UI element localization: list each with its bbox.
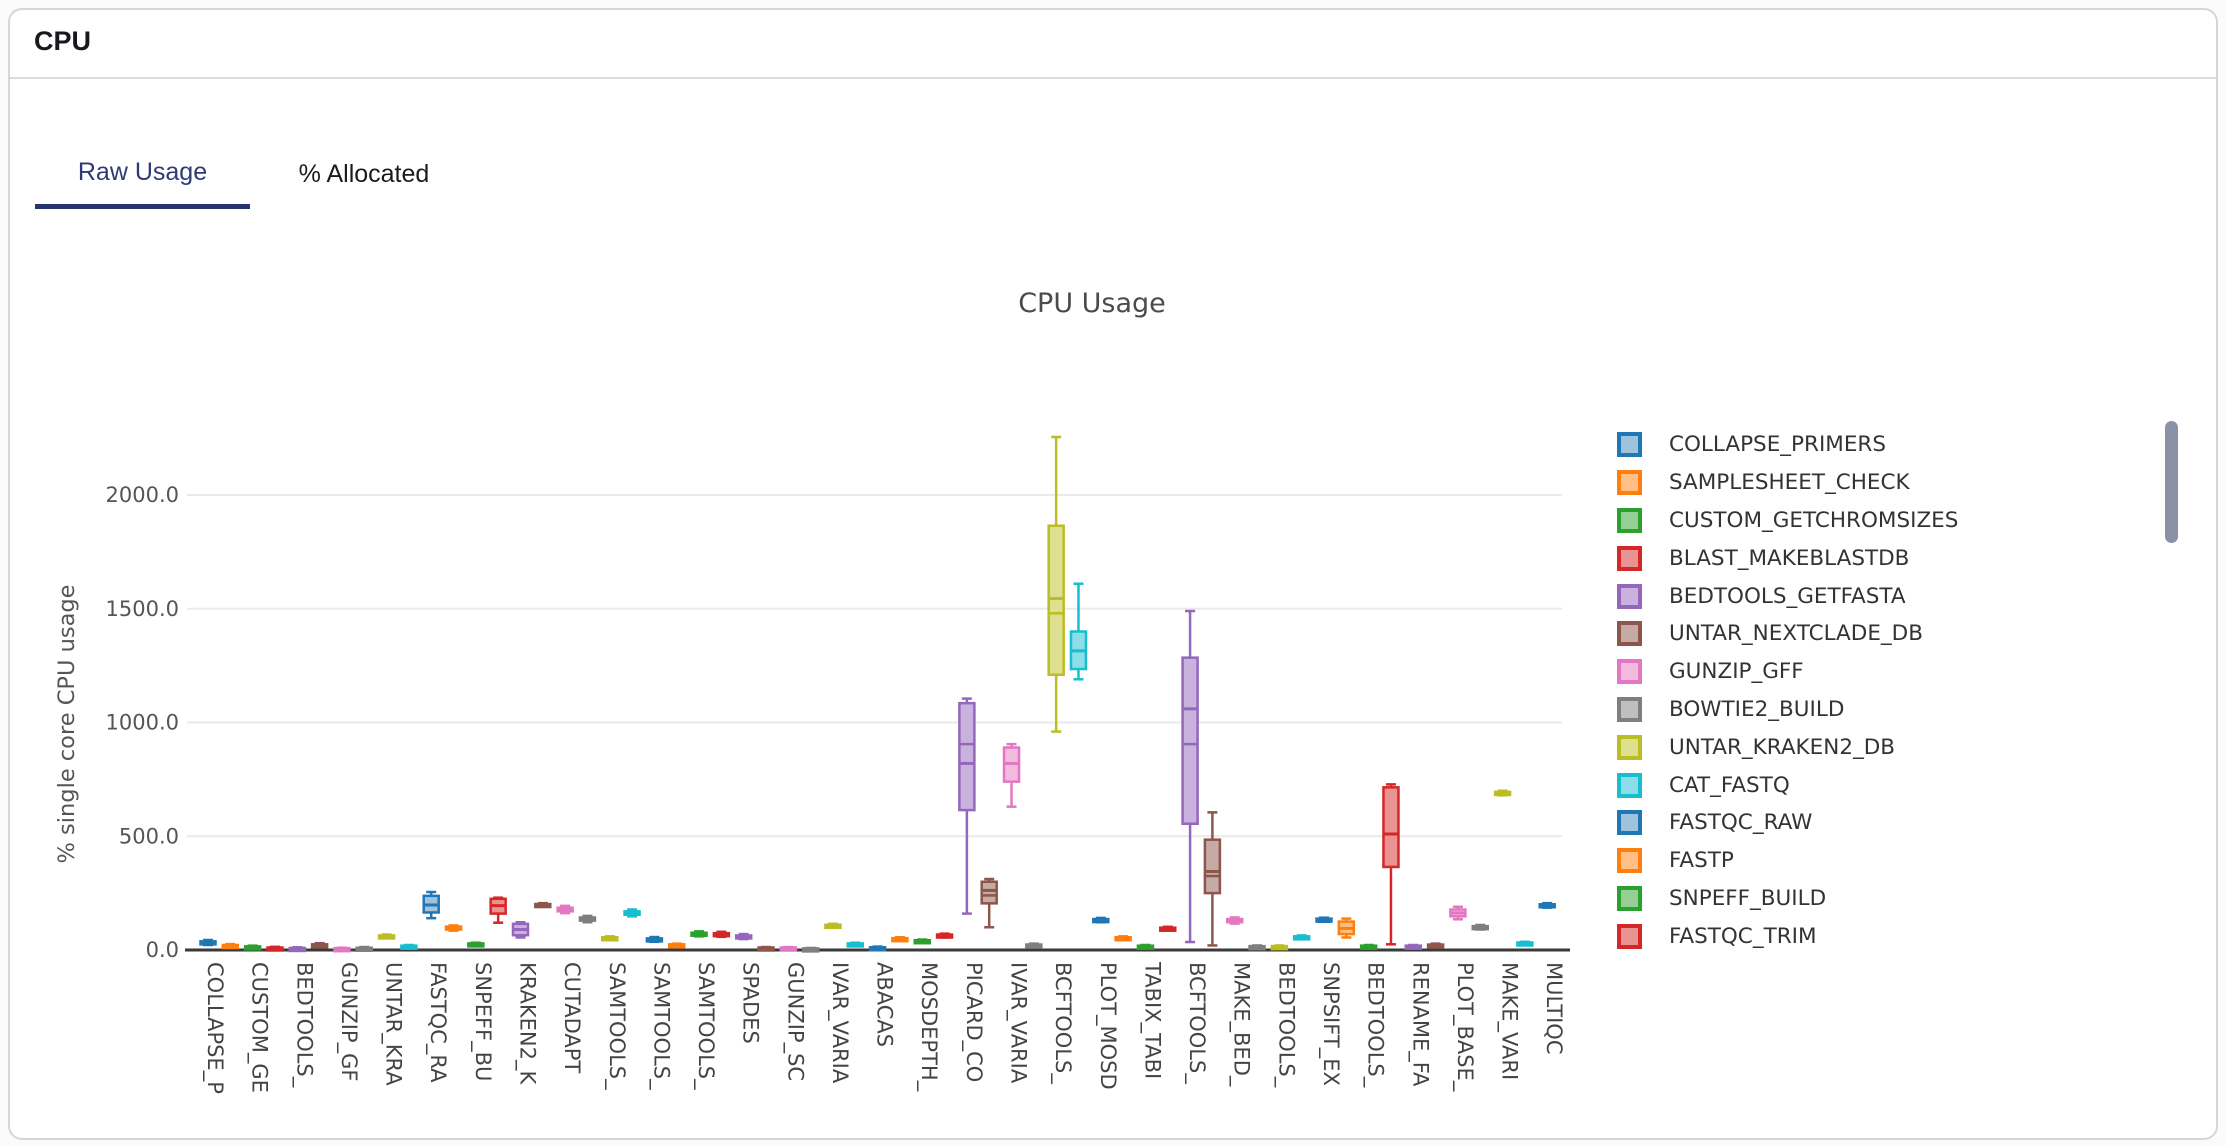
x-tick-label: GUNZIP_SC bbox=[782, 962, 807, 1081]
page-title: CPU bbox=[34, 26, 92, 56]
x-tick-label: BEDTOOLS_ bbox=[291, 962, 316, 1088]
legend-label: SAMPLESHEET_CHECK bbox=[1669, 470, 1910, 496]
scrollbar-thumb[interactable] bbox=[2165, 421, 2178, 543]
chart-legend: COLLAPSE_PRIMERS SAMPLESHEET_CHECK CUSTOM_… bbox=[1617, 426, 1958, 955]
legend-label: FASTQC_RAW bbox=[1669, 810, 1813, 836]
x-tick-label: BEDTOOLS_ bbox=[1273, 962, 1298, 1088]
y-tick-label: 0.0 bbox=[146, 938, 179, 962]
legend-swatch-icon bbox=[1617, 772, 1642, 798]
x-tick-label: ABACAS bbox=[873, 962, 897, 1047]
x-tick-label: SAMTOOLS_ bbox=[648, 962, 673, 1090]
x-tick-label: COLLAPSE_P bbox=[202, 962, 227, 1094]
legend-item[interactable]: SNPEFF_BUILD bbox=[1617, 880, 1958, 918]
x-tick-label: SAMTOOLS_ bbox=[604, 962, 629, 1090]
legend-label: SNPEFF_BUILD bbox=[1669, 885, 1827, 911]
legend-swatch-icon bbox=[1617, 848, 1642, 874]
x-tick-label: BCFTOOLS_ bbox=[1184, 962, 1209, 1084]
legend-label: FASTQC_TRIM bbox=[1669, 923, 1817, 949]
x-tick-label: TABIX_TABI bbox=[1139, 961, 1164, 1079]
legend-item[interactable]: CUSTOM_GETCHROMSIZES bbox=[1617, 502, 1958, 540]
legend-label: BEDTOOLS_GETFASTA bbox=[1669, 583, 1906, 609]
x-tick-label: IVAR_VARIA bbox=[827, 962, 852, 1084]
legend-label: GUNZIP_GFF bbox=[1669, 659, 1804, 685]
x-tick-label: MOSDEPTH_ bbox=[916, 962, 941, 1092]
legend-item[interactable]: BLAST_MAKEBLASTDB bbox=[1617, 539, 1958, 577]
legend-label: CUSTOM_GETCHROMSIZES bbox=[1669, 507, 1959, 533]
cpu-metrics-card: CPU Raw Usage % Allocated CPU Usage 0.0 5… bbox=[8, 8, 2218, 1140]
legend-item[interactable]: BEDTOOLS_GETFASTA bbox=[1617, 577, 1958, 615]
legend-item[interactable]: COLLAPSE_PRIMERS bbox=[1617, 426, 1958, 464]
legend-swatch-icon bbox=[1617, 507, 1642, 533]
legend-item[interactable]: UNTAR_KRAKEN2_DB bbox=[1617, 728, 1958, 766]
card-header: CPU bbox=[10, 10, 2216, 79]
legend-item[interactable]: GUNZIP_GFF bbox=[1617, 653, 1958, 691]
legend-swatch-icon bbox=[1617, 545, 1642, 571]
legend-swatch-icon bbox=[1617, 659, 1642, 685]
y-axis-title: % single core CPU usage bbox=[54, 585, 80, 864]
y-tick-label: 1500.0 bbox=[106, 597, 179, 621]
x-tick-label: SPADES bbox=[739, 962, 763, 1044]
legend-swatch-icon bbox=[1617, 923, 1642, 949]
legend-swatch-icon bbox=[1617, 470, 1642, 496]
legend-label: COLLAPSE_PRIMERS bbox=[1669, 432, 1887, 458]
x-tick-label: PLOT_BASE_ bbox=[1452, 962, 1477, 1092]
legend-label: BLAST_MAKEBLASTDB bbox=[1669, 545, 1910, 571]
y-tick-label: 500.0 bbox=[119, 824, 179, 848]
tab-percent-allocated[interactable]: % Allocated bbox=[298, 160, 430, 188]
legend-swatch-icon bbox=[1617, 432, 1642, 458]
x-tick-label: BCFTOOLS_ bbox=[1050, 962, 1075, 1084]
legend-item[interactable]: CAT_FASTQ bbox=[1617, 766, 1958, 804]
boxplot-box[interactable] bbox=[1047, 524, 1065, 676]
legend-label: UNTAR_KRAKEN2_DB bbox=[1669, 734, 1896, 760]
legend-item[interactable]: FASTP bbox=[1617, 842, 1958, 880]
y-tick-label: 2000.0 bbox=[106, 483, 179, 507]
boxplot-box[interactable] bbox=[1382, 786, 1400, 869]
x-tick-label: UNTAR_KRA bbox=[381, 962, 406, 1086]
legend-item[interactable]: BOWTIE2_BUILD bbox=[1617, 691, 1958, 729]
x-tick-label: SNPSIFT_EX bbox=[1318, 962, 1343, 1086]
x-tick-label: FASTQC_RA bbox=[425, 962, 450, 1083]
legend-item[interactable]: FASTQC_RAW bbox=[1617, 804, 1958, 842]
x-tick-label: MULTIQC bbox=[1542, 962, 1566, 1055]
x-tick-label: MAKE_BED_ bbox=[1229, 962, 1254, 1087]
boxplot-box[interactable] bbox=[958, 701, 976, 812]
x-tick-label: IVAR_VARIA bbox=[1006, 962, 1031, 1084]
x-tick-label: CUSTOM_GE bbox=[247, 962, 272, 1093]
legend-swatch-icon bbox=[1617, 885, 1642, 911]
legend-swatch-icon bbox=[1617, 734, 1642, 760]
x-tick-label: PLOT_MOSD bbox=[1095, 962, 1120, 1090]
tab-raw-usage[interactable]: Raw Usage bbox=[35, 140, 250, 209]
legend-swatch-icon bbox=[1617, 810, 1642, 836]
legend-swatch-icon bbox=[1617, 621, 1642, 647]
y-tick-label: 1000.0 bbox=[106, 711, 179, 735]
x-tick-label: MAKE_VARI bbox=[1497, 962, 1522, 1080]
legend-item[interactable]: UNTAR_NEXTCLADE_DB bbox=[1617, 615, 1958, 653]
legend-item[interactable]: SAMPLESHEET_CHECK bbox=[1617, 464, 1958, 502]
tab-bar: Raw Usage % Allocated bbox=[35, 140, 478, 209]
x-tick-label: CUTADAPT bbox=[560, 962, 584, 1073]
boxplot-box[interactable] bbox=[1181, 656, 1199, 825]
x-tick-label: SNPEFF_BU bbox=[470, 962, 495, 1081]
x-tick-label: KRAKEN2_K bbox=[514, 962, 539, 1085]
x-tick-label: PICARD_CO bbox=[961, 962, 986, 1082]
x-tick-label: BEDTOOLS_ bbox=[1363, 962, 1388, 1088]
legend-item[interactable]: FASTQC_TRIM bbox=[1617, 917, 1958, 955]
legend-label: UNTAR_NEXTCLADE_DB bbox=[1669, 621, 1923, 647]
legend-label: BOWTIE2_BUILD bbox=[1669, 696, 1845, 722]
legend-swatch-icon bbox=[1617, 696, 1642, 722]
legend-swatch-icon bbox=[1617, 583, 1642, 609]
chart-title: CPU Usage bbox=[1018, 288, 1166, 319]
legend-label: FASTP bbox=[1669, 848, 1734, 874]
boxplot-box[interactable] bbox=[1203, 838, 1222, 895]
boxplot-canvas: 0.0 500.0 1000.0 1500.0 2000.0 % single core … bbox=[54, 435, 1570, 1094]
legend-label: CAT_FASTQ bbox=[1669, 772, 1790, 798]
x-tick-label: GUNZIP_GF bbox=[336, 962, 361, 1081]
x-tick-label: RENAME_FA bbox=[1407, 962, 1432, 1087]
x-tick-label: SAMTOOLS_ bbox=[693, 962, 718, 1090]
boxplot-box[interactable] bbox=[980, 880, 998, 905]
